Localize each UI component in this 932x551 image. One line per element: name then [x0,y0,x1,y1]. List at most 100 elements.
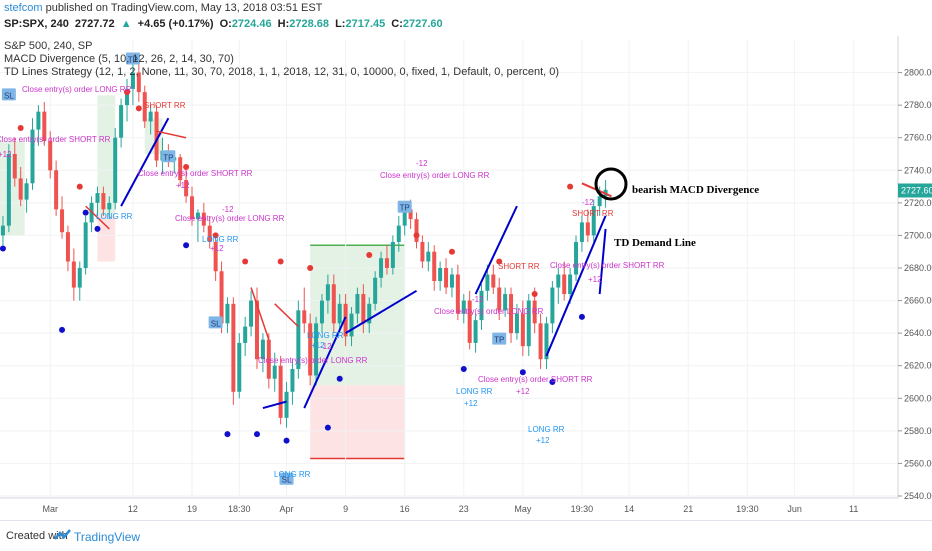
candle-body [77,268,82,288]
ohlc-legend: SP:SPX, 240 2727.72 ▲ +4.65 (+0.17%) O:2… [4,18,446,34]
candle-body [337,303,342,324]
candle-body [278,365,283,418]
candle-body [101,193,106,210]
candle-body [538,323,543,360]
low-signal-dot [224,431,231,438]
candle-body [107,202,112,210]
price-tick-label: 2800.00 [904,68,932,78]
close-long-order-label: Close entry(s) order LONG RR [380,171,490,180]
td-trend-line [274,303,299,328]
indicator-macd[interactable]: MACD Divergence (5, 10, 12, 26, 2, 14, 3… [4,53,234,65]
candle-body [6,154,11,226]
low-signal-dot [0,245,6,252]
candle-body [308,323,313,376]
strategy-zones [0,95,405,460]
candle-body [130,72,135,89]
close-short-order-label: Close entry(s) order SHORT RR [550,261,665,270]
candle-body [237,342,242,392]
plus12-label: +12 [588,275,602,284]
open-value: 2724.46 [231,18,272,30]
time-tick-label: 14 [624,504,634,514]
indicator-symbol[interactable]: S&P 500, 240, SP [4,40,93,52]
high-signal-dot [531,291,538,298]
sl-label: SL [211,319,221,328]
candle-body [148,111,153,122]
candle-body [296,310,301,369]
candle-body [65,232,70,262]
minus12-label: -12 [222,205,234,214]
candle-body [213,241,218,272]
candle-body [319,300,324,324]
candle-body [449,274,454,288]
price-tick-label: 2580.00 [904,426,932,436]
candle-body [426,251,431,262]
time-tick-label: Jun [787,504,802,514]
candle-body [184,180,189,197]
candle-body [243,326,248,343]
price-tick-label: 2700.00 [904,230,932,240]
long-rr-label: LONG RR [456,387,493,396]
close-long-order-label: Close entry(s) order LONG RR [258,356,368,365]
close-value: 2727.60 [402,18,443,30]
candle-body [455,274,460,314]
low-signal-dot [336,375,343,382]
candle-series [0,59,608,428]
candle-body [225,303,230,324]
td-trend-line [262,400,287,410]
price-tick-label: 2740.00 [904,165,932,175]
candle-body [432,251,437,282]
short-rr-label: SHORT RR [144,101,186,110]
close-short-order-label: Close entry(s) order SHORT RR [138,169,253,178]
candle-body [373,277,378,304]
price-tick-label: 2640.00 [904,328,932,338]
price-tick-label: 2660.00 [904,296,932,306]
candle-body [497,287,502,311]
low-signal-dot [324,424,331,431]
candle-body [591,206,596,236]
plus12-label: +12 [311,341,325,350]
high-signal-dot [366,251,373,258]
candle-body [207,225,212,242]
td-trend-line [598,228,607,295]
candle-body [526,300,531,347]
indicator-td-lines[interactable]: TD Lines Strategy (12, 1, 2, None, 11, 3… [4,66,560,78]
price-tick-label: 2680.00 [904,263,932,273]
time-tick-label: 19:30 [736,504,759,514]
candle-body [461,300,466,314]
close-long-order-label: Close entry(s) order LONG RR [175,214,285,223]
time-tick-label: 11 [849,504,858,514]
candle-body [503,294,508,311]
time-tick-label: Apr [280,504,294,514]
candle-body [361,294,366,324]
time-tick-label: 19 [187,504,197,514]
td-trend-line [156,130,187,139]
high-signal-dot [307,265,314,271]
candle-body [201,212,206,226]
candle-body [379,258,384,278]
time-tick-label: May [514,504,532,514]
price-tick-label: 2760.00 [904,133,932,143]
high-signal-dot [567,183,574,190]
sl-badge [208,316,223,329]
publisher-name[interactable]: stefcom [4,2,43,14]
candle-body [249,300,254,327]
candle-body [568,274,573,295]
low-signal-dot [253,431,260,438]
plus12-label: +12 [536,436,550,445]
strategy-overlay: SL TP TP SL SL TP TP Close entry(s) order LONG … [0,52,759,485]
created-with-label: Created with [6,530,68,542]
low-signal-dot [94,225,101,232]
price-chart[interactable]: SL TP TP SL SL TP TP Close entry(s) order LONG … [0,36,932,520]
footer: Created with TradingView [0,520,932,551]
candle-body [54,170,59,210]
tp-label: TP [163,153,173,162]
candle-body [331,284,336,324]
candle-body [520,313,525,347]
open-label: O: [219,18,232,30]
sl-badge [1,88,16,101]
candle-body [302,310,307,324]
candle-body [42,111,47,141]
low-signal-dot [578,313,585,320]
candle-body [290,368,295,392]
tradingview-brand-link[interactable]: TradingView [74,530,141,544]
